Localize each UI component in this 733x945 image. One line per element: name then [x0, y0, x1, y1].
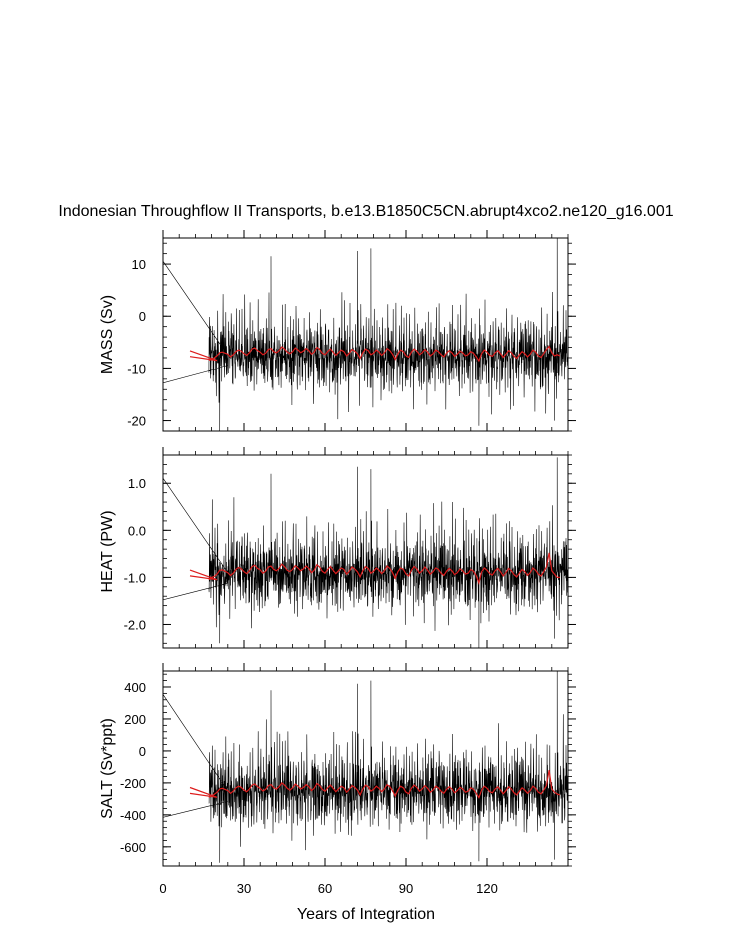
- y-tick-label: 10: [132, 257, 146, 272]
- x-axis-label: Years of Integration: [297, 906, 435, 923]
- panel-frame: [162, 670, 569, 867]
- y-tick-label: 400: [124, 680, 146, 695]
- y-tick-label: -400: [120, 808, 146, 823]
- series-annual-mean-line: [189, 345, 561, 363]
- y-tick-label: 0.0: [128, 523, 146, 538]
- y-axis-label: HEAT (PW): [99, 510, 116, 592]
- y-tick-label: -20: [127, 414, 146, 429]
- panel-salt: 400 200 0 -200 -400 -600 SALT (Sv*ppt): [99, 663, 576, 867]
- y-tick-label: 200: [124, 712, 146, 727]
- y-tick-label: 0: [139, 744, 146, 759]
- x-axis: 0 30 60 90 120: [159, 881, 497, 896]
- y-tick-label: -1.0: [124, 570, 146, 585]
- x-tick-label: 120: [476, 881, 498, 896]
- series-monthly-line: [163, 238, 568, 431]
- x-tick-label: 60: [318, 881, 332, 896]
- chart-title: Indonesian Throughflow II Transports, b.…: [58, 203, 673, 220]
- series-monthly-line: [163, 457, 568, 648]
- panel-mass: 10 0 -10 -20 MASS (Sv): [99, 230, 576, 432]
- x-tick-label: 0: [159, 881, 166, 896]
- panel-frame: [162, 237, 569, 432]
- series-annual-mean-line: [189, 769, 561, 799]
- panel-heat: 1.0 0.0 -1.0 -2.0 HEAT (PW): [99, 447, 576, 649]
- x-tick-label: 30: [237, 881, 251, 896]
- y-tick-label: 0: [139, 309, 146, 324]
- y-axis-label: MASS (Sv): [99, 295, 116, 374]
- series-annual-mean-line: [189, 552, 560, 586]
- y-axis-label: SALT (Sv*ppt): [99, 718, 116, 819]
- y-tick-label: -200: [120, 776, 146, 791]
- x-tick-label: 90: [399, 881, 413, 896]
- y-tick-label: -10: [127, 361, 146, 376]
- y-tick-label: -2.0: [124, 617, 146, 632]
- series-monthly-line: [163, 671, 568, 863]
- panel-frame: [162, 454, 569, 649]
- y-tick-label: 1.0: [128, 476, 146, 491]
- y-tick-label: -600: [120, 840, 146, 855]
